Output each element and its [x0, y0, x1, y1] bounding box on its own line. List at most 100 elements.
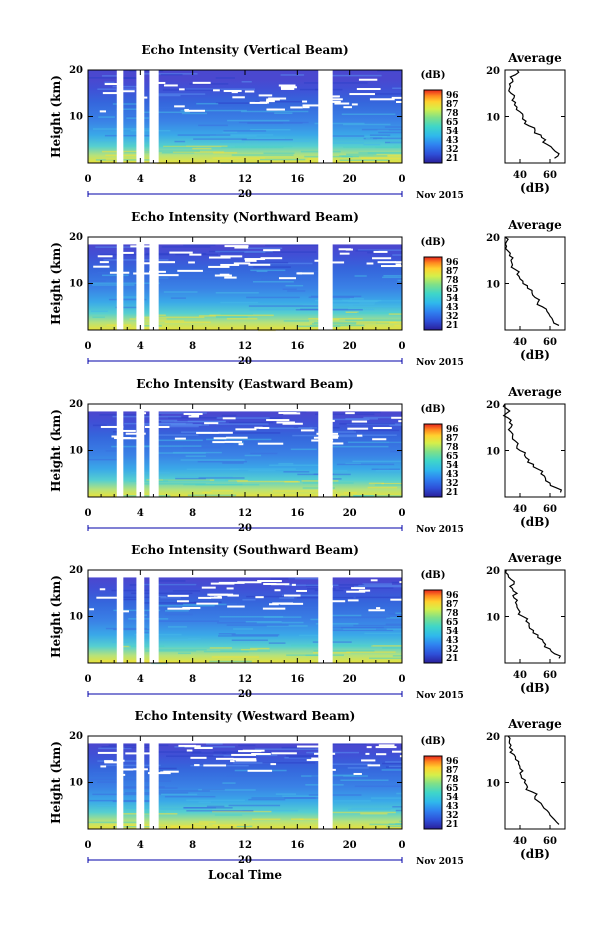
- data-gap: [149, 570, 159, 663]
- texture-streak: [129, 70, 164, 72]
- texture-streak: [183, 807, 233, 809]
- month-label: Nov 2015: [416, 358, 464, 368]
- no-data-patch: [204, 422, 219, 425]
- texture-streak: [191, 752, 227, 754]
- no-data-patch: [356, 434, 363, 437]
- texture-streak: [250, 128, 291, 131]
- no-data-patch: [351, 587, 366, 590]
- texture-streak: [307, 270, 323, 273]
- texture-streak: [99, 414, 162, 416]
- no-data-patch: [391, 416, 402, 419]
- texture-streak: [345, 319, 402, 321]
- colorbar-label: 43: [446, 470, 459, 480]
- y-axis-label: Height (km): [49, 575, 63, 658]
- average-frame: [504, 69, 566, 164]
- texture-streak: [282, 288, 297, 290]
- no-data-patch: [89, 608, 94, 611]
- no-data-patch: [224, 276, 237, 279]
- date-label: 20: [238, 855, 252, 866]
- texture-streak: [397, 279, 402, 282]
- texture-streak: [382, 305, 402, 308]
- texture-streak: [206, 438, 272, 441]
- texture-streak: [354, 785, 402, 788]
- no-data-patch: [232, 96, 245, 99]
- texture-streak: [293, 270, 319, 273]
- no-data-patch: [167, 594, 189, 597]
- avg-y-tick-label: 20: [486, 233, 500, 244]
- texture-streak: [212, 157, 266, 159]
- texture-streak: [172, 590, 201, 592]
- texture-streak: [222, 131, 238, 133]
- texture-streak: [242, 599, 256, 601]
- texture-streak: [100, 253, 170, 256]
- colorbar-label: 87: [446, 766, 459, 776]
- texture-streak: [240, 110, 309, 113]
- texture-streak: [353, 624, 402, 627]
- texture-streak: [347, 767, 369, 769]
- texture-streak: [392, 87, 402, 89]
- texture-streak: [189, 83, 229, 85]
- texture-streak: [221, 414, 237, 417]
- texture-streak: [151, 790, 210, 792]
- data-gap: [149, 736, 159, 829]
- avg-x-tick-label: 60: [543, 170, 557, 181]
- no-data-patch: [367, 764, 381, 767]
- texture-streak: [270, 578, 295, 580]
- texture-streak: [346, 153, 377, 156]
- texture-streak: [284, 797, 331, 799]
- no-data-patch: [230, 760, 235, 763]
- texture-streak: [105, 627, 147, 630]
- texture-streak: [320, 763, 372, 765]
- no-data-patch: [358, 589, 371, 592]
- texture-streak: [378, 131, 402, 134]
- colorbar-label: 65: [446, 118, 459, 128]
- texture-streak: [382, 647, 402, 649]
- no-data-patch: [399, 581, 402, 584]
- texture-streak: [348, 305, 384, 308]
- colorbar-label: 65: [446, 285, 459, 295]
- texture-streak: [382, 276, 402, 279]
- x-tick-label: 0: [85, 341, 92, 352]
- no-data-patch: [208, 256, 231, 259]
- texture-streak: [231, 634, 246, 636]
- texture-streak: [308, 794, 362, 796]
- texture-streak: [339, 159, 390, 162]
- average-title: Average: [507, 551, 562, 565]
- no-data-patch: [238, 443, 244, 446]
- texture-streak: [101, 75, 118, 77]
- no-data-patch: [365, 752, 370, 755]
- texture-streak: [111, 445, 158, 448]
- texture-streak: [184, 277, 219, 280]
- texture-streak: [329, 74, 382, 77]
- no-data-patch: [257, 442, 284, 445]
- texture-streak: [381, 769, 402, 771]
- texture-streak: [388, 613, 402, 615]
- texture-streak: [248, 469, 276, 472]
- texture-streak: [340, 495, 358, 498]
- texture-streak: [236, 825, 253, 828]
- texture-streak: [285, 284, 304, 287]
- x-tick-label: 16: [290, 840, 304, 851]
- colorbar-unit: (dB): [421, 736, 446, 747]
- texture-streak: [140, 111, 190, 114]
- texture-streak: [145, 320, 185, 322]
- average-title: Average: [507, 385, 562, 399]
- texture-streak: [329, 478, 342, 480]
- texture-streak: [391, 581, 402, 584]
- no-data-patch: [174, 105, 185, 108]
- avg-y-tick-label: 20: [486, 566, 500, 577]
- texture-streak: [357, 249, 402, 251]
- texture-streak: [262, 762, 316, 764]
- colorbar-label: 54: [446, 294, 459, 304]
- texture-streak: [228, 804, 281, 807]
- texture-streak: [244, 454, 262, 457]
- no-data-patch: [244, 259, 257, 262]
- no-data-patch: [396, 100, 402, 103]
- no-data-patch: [380, 265, 402, 268]
- no-data-patch: [376, 607, 381, 610]
- texture-streak: [209, 660, 252, 663]
- data-gap: [149, 237, 159, 330]
- texture-streak: [256, 427, 312, 430]
- no-data-patch: [176, 600, 189, 603]
- texture-streak: [395, 809, 402, 812]
